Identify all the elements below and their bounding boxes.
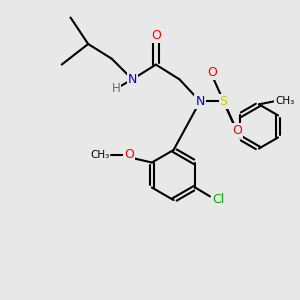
- Text: CH₃: CH₃: [275, 96, 295, 106]
- Text: O: O: [232, 124, 242, 137]
- Text: S: S: [220, 95, 228, 108]
- Text: Cl: Cl: [212, 194, 224, 206]
- Text: N: N: [195, 95, 205, 108]
- Text: CH₃: CH₃: [90, 150, 110, 160]
- Text: N: N: [128, 73, 137, 86]
- Text: O: O: [207, 66, 217, 79]
- Text: O: O: [124, 148, 134, 161]
- Text: O: O: [151, 29, 161, 42]
- Text: H: H: [112, 82, 121, 95]
